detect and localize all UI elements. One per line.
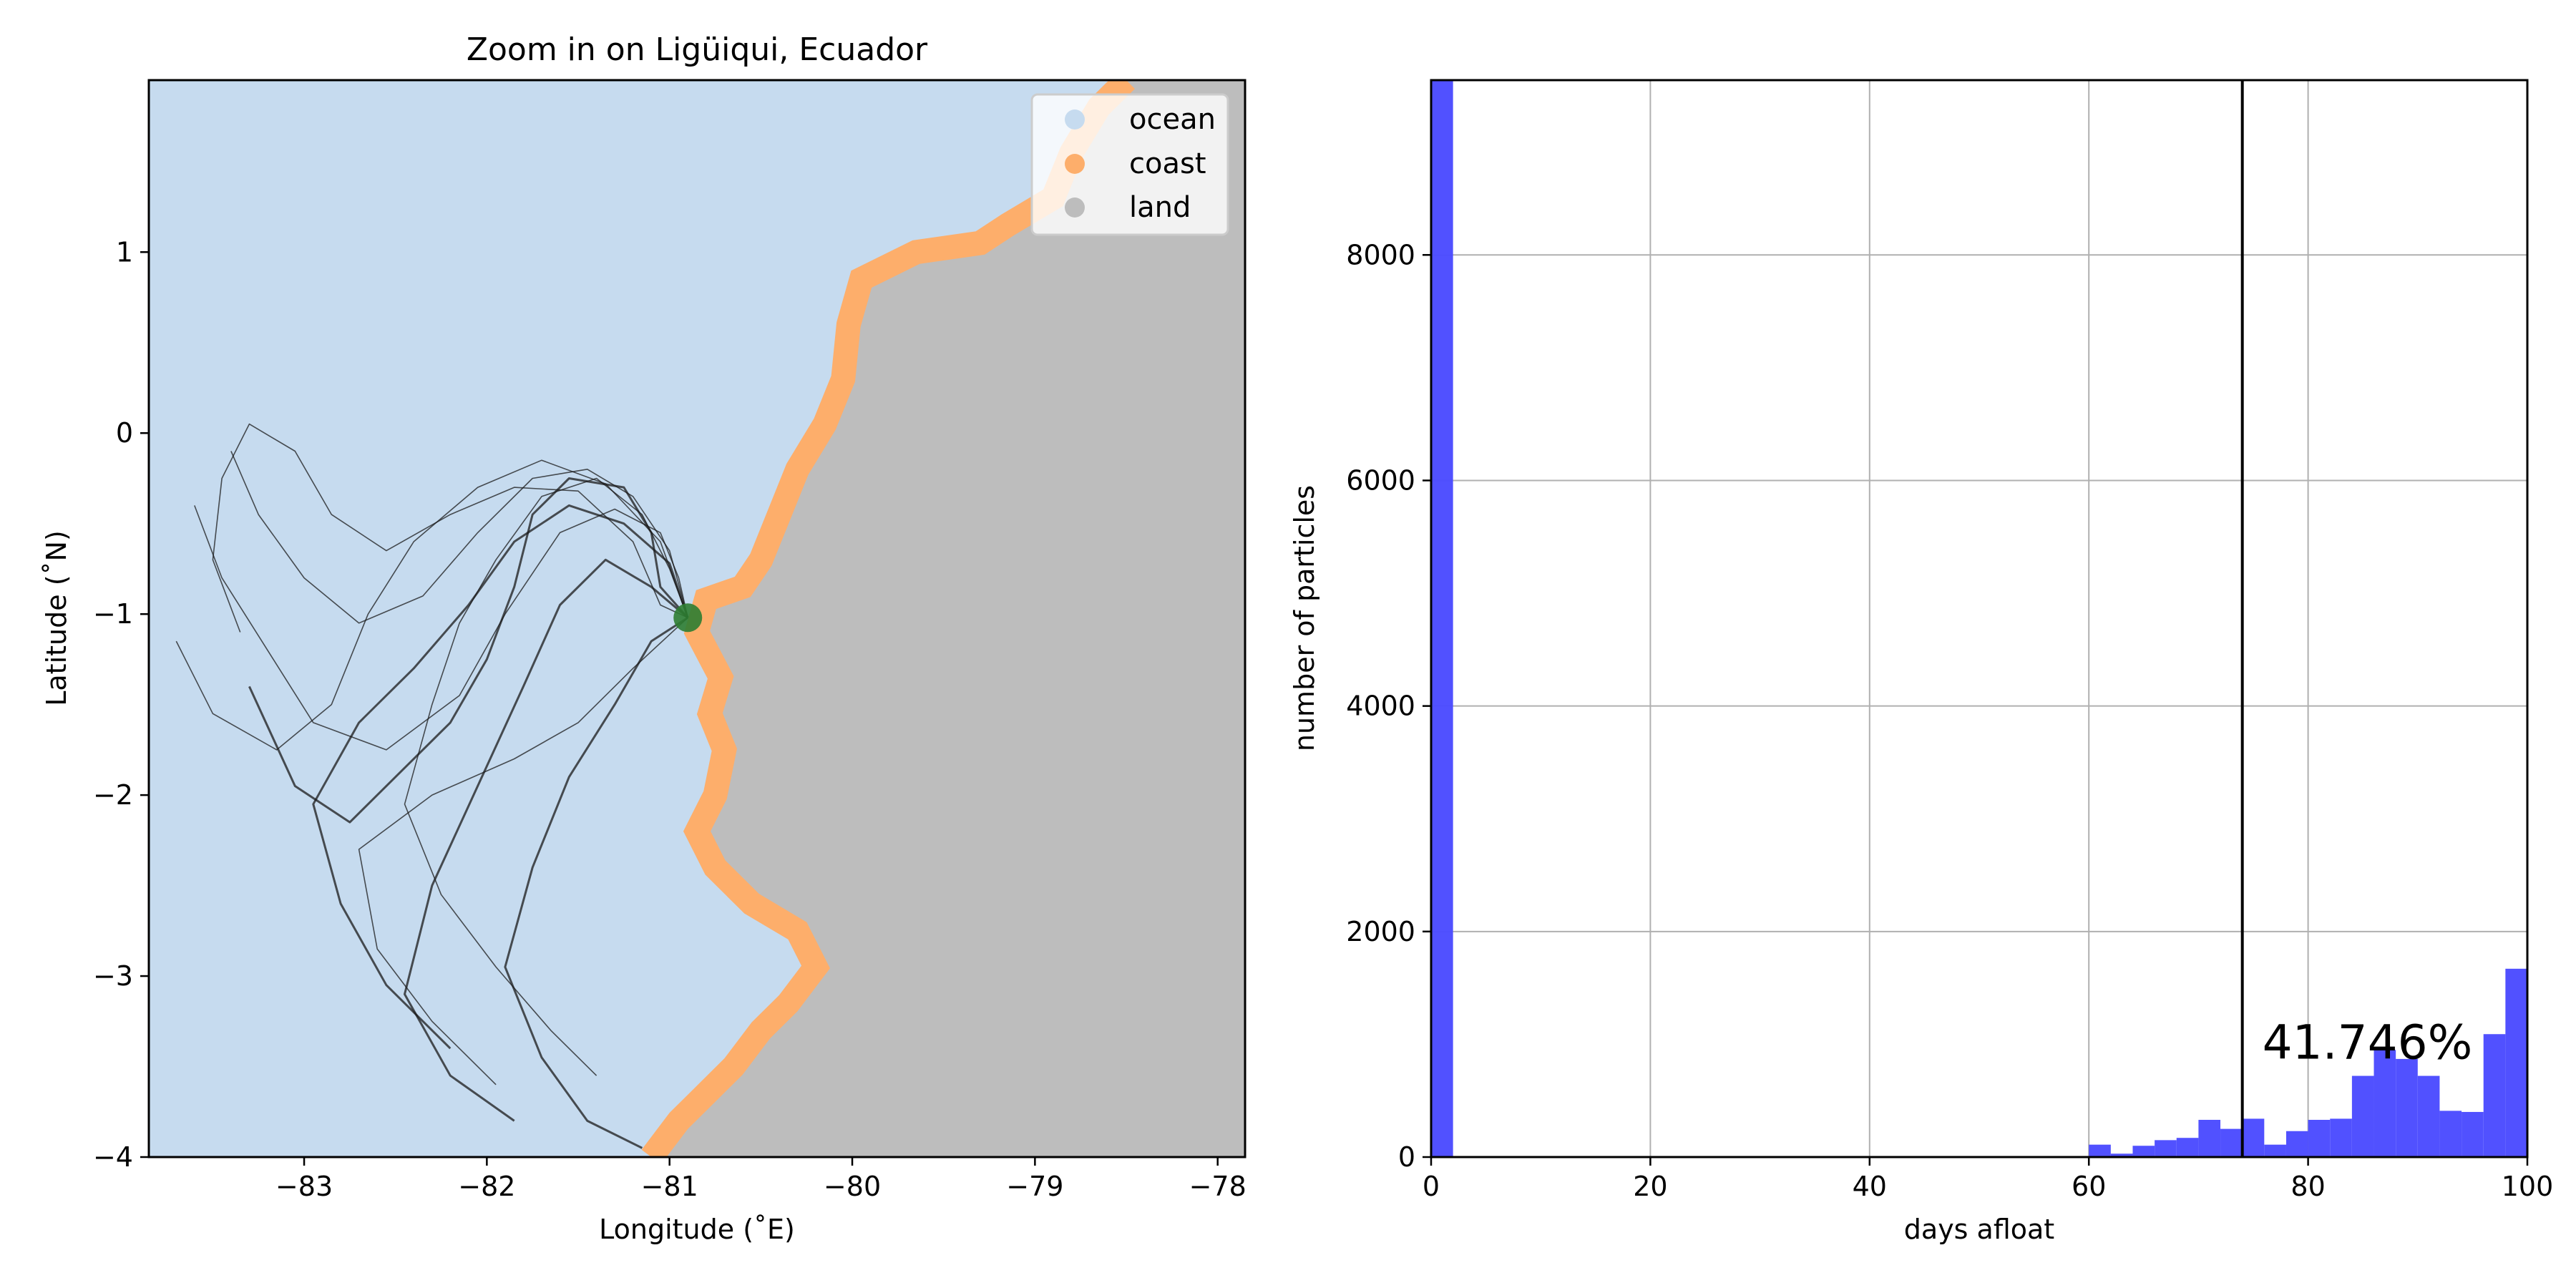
map-x-axis-label: Longitude (˚E) xyxy=(599,1214,795,1245)
legend-land-label: land xyxy=(1129,191,1191,224)
trajectory-line xyxy=(175,459,688,751)
map-title: Zoom in on Ligüiqui, Ecuador xyxy=(467,31,928,68)
histogram-axes-frame xyxy=(1430,79,2529,1158)
histogram-bar xyxy=(1431,80,1453,1157)
histogram-bar xyxy=(2462,1111,2484,1157)
map-y-tick-label: −4 xyxy=(93,1141,133,1173)
histogram-bar xyxy=(2417,1075,2440,1157)
histogram-y-tick-label: 6000 xyxy=(1346,464,1415,496)
trajectories xyxy=(175,423,689,1149)
histogram-bar xyxy=(2132,1146,2155,1157)
histogram-x-tick-label: 0 xyxy=(1423,1171,1440,1202)
map-x-tick-label: −81 xyxy=(641,1171,698,1202)
histogram-bar xyxy=(2155,1140,2177,1157)
map-x-tick-label: −82 xyxy=(458,1171,515,1202)
map-y-ticks: −4 −3 −2 −1 0 1 xyxy=(93,236,149,1173)
histogram-bar xyxy=(2308,1119,2331,1157)
percentage-annotation: 41.746% xyxy=(2263,1015,2473,1070)
histogram-bar xyxy=(2285,1131,2308,1157)
map-x-ticks: −83 −82 −81 −80 −79 −78 xyxy=(275,1157,1246,1202)
trajectory-line xyxy=(212,423,688,633)
map-x-tick-label: −80 xyxy=(824,1171,881,1202)
histogram-bar xyxy=(2351,1075,2374,1157)
map-y-tick-label: 1 xyxy=(116,236,133,268)
map-x-tick-label: −83 xyxy=(275,1171,333,1202)
map-y-tick-label: 0 xyxy=(116,417,133,449)
trajectory-line xyxy=(194,505,688,751)
map-panel: Zoom in on Ligüiqui, Ecuador −83 −82 −81 −8… xyxy=(41,31,1246,1245)
release-point-marker xyxy=(673,603,703,633)
histogram-bar xyxy=(2373,1050,2396,1157)
histogram-bar xyxy=(2242,1118,2265,1157)
trajectory-line xyxy=(404,477,688,1076)
histogram-bar xyxy=(2264,1144,2286,1157)
trajectory-line xyxy=(230,451,688,624)
map-x-tick-label: −78 xyxy=(1189,1171,1246,1202)
histogram-grid xyxy=(1430,80,2528,1158)
histogram-bar xyxy=(2176,1138,2199,1157)
histogram-y-tick-label: 0 xyxy=(1398,1141,1415,1173)
trajectory-line xyxy=(358,617,688,1085)
histogram-x-tick-label: 60 xyxy=(2072,1171,2106,1202)
legend-ocean-swatch xyxy=(1065,109,1085,130)
legend-land-swatch xyxy=(1065,197,1085,218)
histogram-x-tick-label: 100 xyxy=(2502,1171,2554,1202)
histogram-y-ticks: 0 2000 4000 6000 8000 xyxy=(1346,239,1431,1173)
histogram-x-ticks: 0 20 40 60 80 100 xyxy=(1423,1157,2553,1202)
histogram-x-tick-label: 80 xyxy=(2290,1171,2325,1202)
trajectory-line xyxy=(312,504,689,1050)
histogram-x-tick-label: 20 xyxy=(1633,1171,1667,1202)
trajectory-line xyxy=(404,558,689,1122)
histogram-bar xyxy=(2089,1144,2111,1157)
histogram-panel: 41.746% 0 20 40 60 80 100 0 2000 4000 6000 8000 d… xyxy=(1289,79,2553,1245)
histogram-bar xyxy=(2330,1118,2352,1157)
map-x-tick-label: −79 xyxy=(1006,1171,1063,1202)
map-y-tick-label: −1 xyxy=(93,598,133,630)
histogram-bar xyxy=(2110,1153,2133,1157)
histogram-y-axis-label: number of particles xyxy=(1289,485,1320,751)
map-axes-frame xyxy=(147,79,1246,1158)
histogram-y-tick-label: 2000 xyxy=(1346,916,1415,947)
histogram-bar xyxy=(2439,1111,2462,1157)
histogram-bars xyxy=(1431,80,2527,1157)
land-area xyxy=(651,80,1245,1157)
histogram-bar xyxy=(2483,1034,2506,1157)
histogram-x-axis-label: days afloat xyxy=(1904,1214,2054,1245)
histogram-bar xyxy=(2396,1058,2418,1157)
histogram-y-tick-label: 4000 xyxy=(1346,691,1415,722)
histogram-bar xyxy=(2198,1119,2221,1157)
histogram-bar xyxy=(2220,1128,2243,1157)
legend-coast-swatch xyxy=(1065,154,1085,174)
legend-ocean-label: ocean xyxy=(1129,103,1216,136)
legend-coast-label: coast xyxy=(1129,147,1206,180)
histogram-bar xyxy=(2505,968,2527,1157)
histogram-x-tick-label: 40 xyxy=(1853,1171,1887,1202)
histogram-y-tick-label: 8000 xyxy=(1346,239,1415,270)
map-y-tick-label: −3 xyxy=(93,960,133,992)
map-y-axis-label: Latitude (˚N) xyxy=(41,530,72,706)
map-legend: ocean coast land xyxy=(1030,93,1229,236)
map-y-tick-label: −2 xyxy=(93,779,133,811)
